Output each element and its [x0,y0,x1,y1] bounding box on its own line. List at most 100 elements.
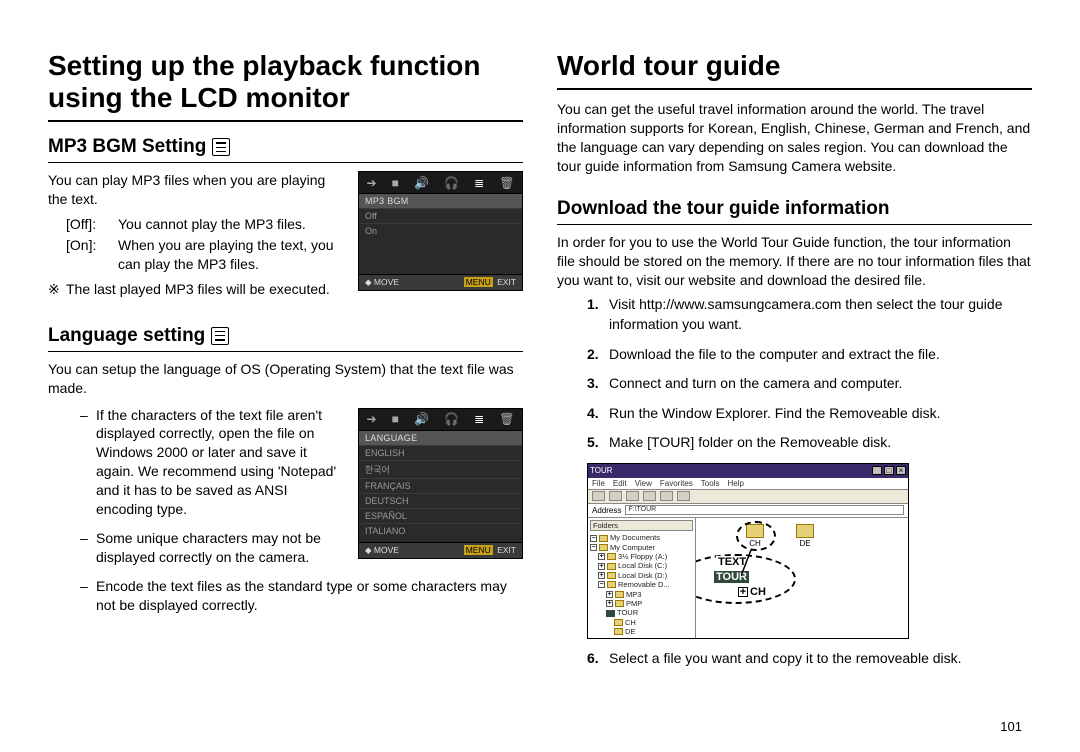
opt-val: You cannot play the MP3 files. [118,215,348,234]
lang-block: ➔ ■ 🔊 🎧 ≣ 🗑 LANGUAGE ENGLISH 한국어 FRANÇAI… [48,406,523,625]
explorer-menubar: File Edit View Favorites Tools Help [588,478,908,490]
lcd-icon: 🎧 [444,412,459,426]
explorer-addressbar: Address F:\TOUR [588,504,908,518]
lcd-icon: ➔ [367,176,377,190]
explorer-title: TOUR [590,466,613,475]
lang-heading-text: Language setting [48,325,205,347]
lang-intro: You can setup the language of OS (Operat… [48,360,523,398]
folder-icon [796,524,814,538]
address-field: F:\TOUR [625,505,904,515]
address-label: Address [592,506,621,515]
menu-item: Help [727,479,743,488]
close-icon: × [896,466,906,475]
lcd-menu-badge: MENU [464,545,493,555]
tree-row: CH [590,618,693,627]
left-column: Setting up the playback function using t… [48,50,523,732]
menu-item: Favorites [660,479,693,488]
lang-heading: Language setting [48,325,523,352]
bullet-text: Some unique characters may not be displa… [96,529,348,567]
lcd-row: DEUTSCH [359,493,522,508]
lcd-move: ◆ MOVE [365,277,399,288]
step-text: Download the file to the computer and ex… [609,345,940,365]
lcd-move: ◆ MOVE [365,545,399,556]
lcd-icon: ➔ [367,412,377,426]
right-main-title: World tour guide [557,50,1032,90]
minimize-icon: _ [872,466,882,475]
download-heading: Download the tour guide information [557,198,1032,225]
toolbar-btn [609,491,622,501]
tree-row: DE [590,627,693,636]
lcd-icon: 🎧 [444,176,459,190]
download-step-6: 6.Select a file you want and copy it to … [587,649,1032,669]
toolbar-btn [677,491,690,501]
toolbar-btn [626,491,639,501]
explorer-content: CH DE TEXT TOUR +CH [696,518,908,638]
tree-row: −My Computer [590,543,693,552]
tree-row: +MP3 [590,590,693,599]
step-text: Visit http://www.samsungcamera.com then … [609,295,1032,334]
tree-row: −My Documents [590,533,693,542]
tree-row: +3½ Floppy (A:) [590,552,693,561]
maximize-icon: □ [884,466,894,475]
mp3-heading: MP3 BGM Setting [48,136,523,163]
opt-key: [On]: [66,236,108,274]
lcd-exit: EXIT [497,545,516,555]
explorer-tree: Folders −My Documents−My Computer+3½ Flo… [588,518,696,638]
bullet-text: Encode the text files as the standard ty… [96,577,523,615]
note-symbol: ※ [48,280,66,299]
explorer-titlebar: TOUR _ □ × [588,464,908,478]
toolbar-btn [643,491,656,501]
tree-row: +PMP [590,599,693,608]
mp3-lcd: ➔ ■ 🔊 🎧 ≣ 🗑 MP3 BGM Off On ◆ MO [358,171,523,291]
lcd-row: 한국어 [359,460,522,478]
lcd-icon: 🔊 [414,176,429,190]
bullet-text: If the characters of the text file aren'… [96,406,348,519]
menu-item: File [592,479,605,488]
lcd-icon-row: ➔ ■ 🔊 🎧 ≣ 🗑 [359,409,522,431]
opt-key: [Off]: [66,215,108,234]
explorer-toolbar [588,490,908,504]
callout-arrow-icon [741,538,811,588]
mp3-note: ※ The last played MP3 files will be exec… [48,280,348,299]
step-text: Run the Window Explorer. Find the Remove… [609,404,941,424]
lcd-icon-row: ➔ ■ 🔊 🎧 ≣ 🗑 [359,172,522,194]
download-steps: 1.Visit http://www.samsungcamera.com the… [587,295,1032,453]
tree-row: −Removable D... [590,580,693,589]
text-mode-icon [212,138,230,156]
mp3-heading-text: MP3 BGM Setting [48,136,206,158]
step-text: Make [TOUR] folder on the Removeable dis… [609,433,891,453]
toolbar-btn [592,491,605,501]
tree-row: +Local Disk (D:) [590,571,693,580]
lcd-row: On [359,223,522,238]
lcd-menu-badge: MENU [464,277,493,287]
lang-lcd: ➔ ■ 🔊 🎧 ≣ 🗑 LANGUAGE ENGLISH 한국어 FRANÇAI… [358,408,523,559]
lcd-icon: ≣ [474,176,484,190]
lcd-row: ESPAÑOL [359,508,522,523]
menu-item: Tools [701,479,720,488]
lcd-icon: 🔊 [414,412,429,426]
explorer-screenshot: TOUR _ □ × File Edit View Favorites Tool… [587,463,909,639]
lcd-icon: ■ [392,176,399,190]
step-text: Select a file you want and copy it to th… [609,649,962,669]
lcd-header: LANGUAGE [359,431,522,445]
left-main-title: Setting up the playback function using t… [48,50,523,122]
step-text: Connect and turn on the camera and compu… [609,374,902,394]
tree-row: EN [590,636,693,638]
download-heading-text: Download the tour guide information [557,198,889,220]
toolbar-btn [660,491,673,501]
download-intro: In order for you to use the World Tour G… [557,233,1032,290]
lcd-icon: ■ [392,412,399,426]
lcd-icon: 🗑 [499,412,514,426]
lcd-header: MP3 BGM [359,194,522,208]
mp3-block: ➔ ■ 🔊 🎧 ≣ 🗑 MP3 BGM Off On ◆ MO [48,171,523,298]
lcd-row: ITALIANO [359,523,522,538]
note-text: The last played MP3 files will be execut… [66,280,330,299]
text-mode-icon [211,327,229,345]
manual-page: Setting up the playback function using t… [0,0,1080,752]
page-number: 101 [1000,719,1022,734]
menu-item: Edit [613,479,627,488]
lcd-icon: 🗑 [499,176,514,190]
tree-row: +Local Disk (C:) [590,561,693,570]
lcd-exit: EXIT [497,277,516,287]
tree-row: TOUR [590,608,693,617]
